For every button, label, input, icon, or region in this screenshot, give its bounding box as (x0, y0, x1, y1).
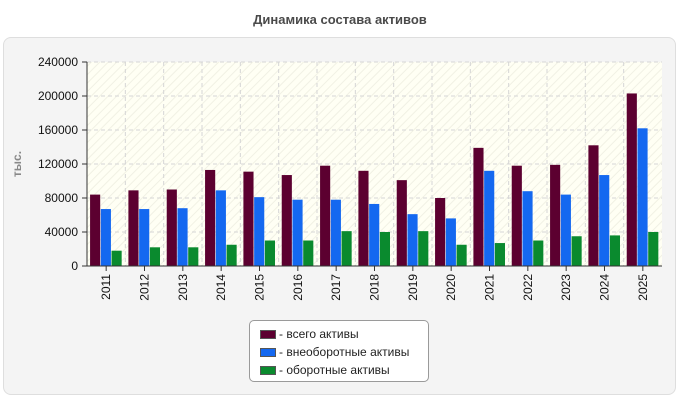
bar-2024-series-1 (599, 175, 610, 266)
bar-2013-series-2 (188, 247, 199, 266)
x-tick-label: 2022 (521, 274, 535, 301)
x-tick-label: 2019 (406, 274, 420, 301)
bar-2016-series-0 (281, 175, 292, 266)
bar-2011-series-1 (100, 209, 111, 266)
bar-2017-series-1 (330, 199, 341, 266)
legend-swatch (260, 347, 276, 357)
x-tick-label: 2012 (138, 274, 152, 301)
x-tick-label: 2020 (444, 274, 458, 301)
legend-label: - внеоборотные активы (279, 345, 410, 359)
x-tick-label: 2011 (99, 274, 113, 300)
bar-2025-series-1 (637, 128, 648, 266)
bar-2019-series-1 (407, 214, 418, 266)
legend-label: - всего активы (279, 327, 359, 341)
bar-2013-series-1 (177, 208, 188, 266)
bar-2021-series-0 (473, 147, 484, 266)
bar-2011-series-2 (111, 250, 122, 266)
bar-2023-series-0 (550, 164, 561, 266)
bar-2018-series-0 (358, 170, 369, 266)
bar-2016-series-2 (303, 240, 314, 266)
x-tick-label: 2024 (598, 274, 612, 301)
x-tick-label: 2016 (291, 274, 305, 301)
bar-2015-series-1 (254, 197, 265, 266)
bar-2014-series-1 (215, 190, 226, 266)
bar-2013-series-0 (166, 189, 177, 266)
bar-2017-series-2 (341, 231, 352, 266)
y-tick-label: 200000 (38, 89, 78, 103)
x-tick-label: 2014 (214, 274, 228, 301)
y-tick-label: 160000 (38, 123, 78, 137)
legend-item-0: - всего активы (260, 325, 428, 343)
legend: - всего активы - внеоборотные активы - обо… (249, 320, 429, 382)
y-tick-label: 40000 (45, 225, 79, 239)
bar-2024-series-2 (609, 235, 620, 266)
bar-2019-series-2 (418, 231, 429, 266)
bar-2018-series-2 (379, 232, 390, 266)
bar-2012-series-1 (139, 209, 150, 266)
legend-item-1: - внеоборотные активы (260, 343, 428, 361)
bar-2022-series-2 (533, 240, 544, 266)
bar-2022-series-0 (511, 165, 522, 266)
x-tick-label: 2025 (636, 274, 650, 301)
x-tick-label: 2013 (176, 274, 190, 301)
bar-2014-series-2 (226, 244, 237, 266)
bar-2023-series-2 (571, 236, 582, 266)
y-tick-label: 120000 (38, 157, 78, 171)
bar-2012-series-0 (128, 190, 139, 266)
bar-2024-series-0 (588, 145, 599, 266)
legend-item-2: - оборотные активы (260, 361, 428, 379)
bar-2015-series-2 (264, 240, 275, 266)
legend-swatch (260, 329, 276, 339)
bar-2018-series-1 (369, 203, 380, 266)
y-tick-label: 0 (71, 259, 78, 273)
x-tick-label: 2021 (483, 274, 497, 301)
bar-2022-series-1 (522, 191, 533, 266)
bar-2011-series-0 (90, 194, 101, 266)
bar-2014-series-0 (205, 169, 216, 266)
bar-2021-series-2 (494, 243, 505, 266)
x-tick-label: 2023 (559, 274, 573, 301)
bar-2025-series-2 (648, 232, 659, 266)
legend-swatch (260, 365, 276, 375)
x-tick-label: 2018 (368, 274, 382, 301)
y-tick-label: 240000 (38, 55, 78, 69)
x-tick-label: 2015 (253, 274, 267, 301)
bar-2020-series-2 (456, 244, 467, 266)
y-axis-label: тыс. (10, 151, 24, 177)
chart-title: Динамика состава активов (253, 12, 427, 27)
bar-2012-series-2 (149, 247, 160, 266)
bar-2020-series-1 (445, 218, 456, 266)
x-tick-label: 2017 (329, 274, 343, 301)
bar-2021-series-1 (484, 170, 495, 266)
bar-2016-series-1 (292, 199, 303, 266)
bar-2015-series-0 (243, 171, 254, 266)
bar-2020-series-0 (435, 198, 446, 266)
bar-2017-series-0 (320, 165, 331, 266)
bar-2023-series-1 (560, 194, 571, 266)
bar-2025-series-0 (626, 93, 637, 266)
bar-2019-series-0 (396, 180, 407, 266)
legend-label: - оборотные активы (279, 363, 390, 377)
y-tick-label: 80000 (45, 191, 79, 205)
